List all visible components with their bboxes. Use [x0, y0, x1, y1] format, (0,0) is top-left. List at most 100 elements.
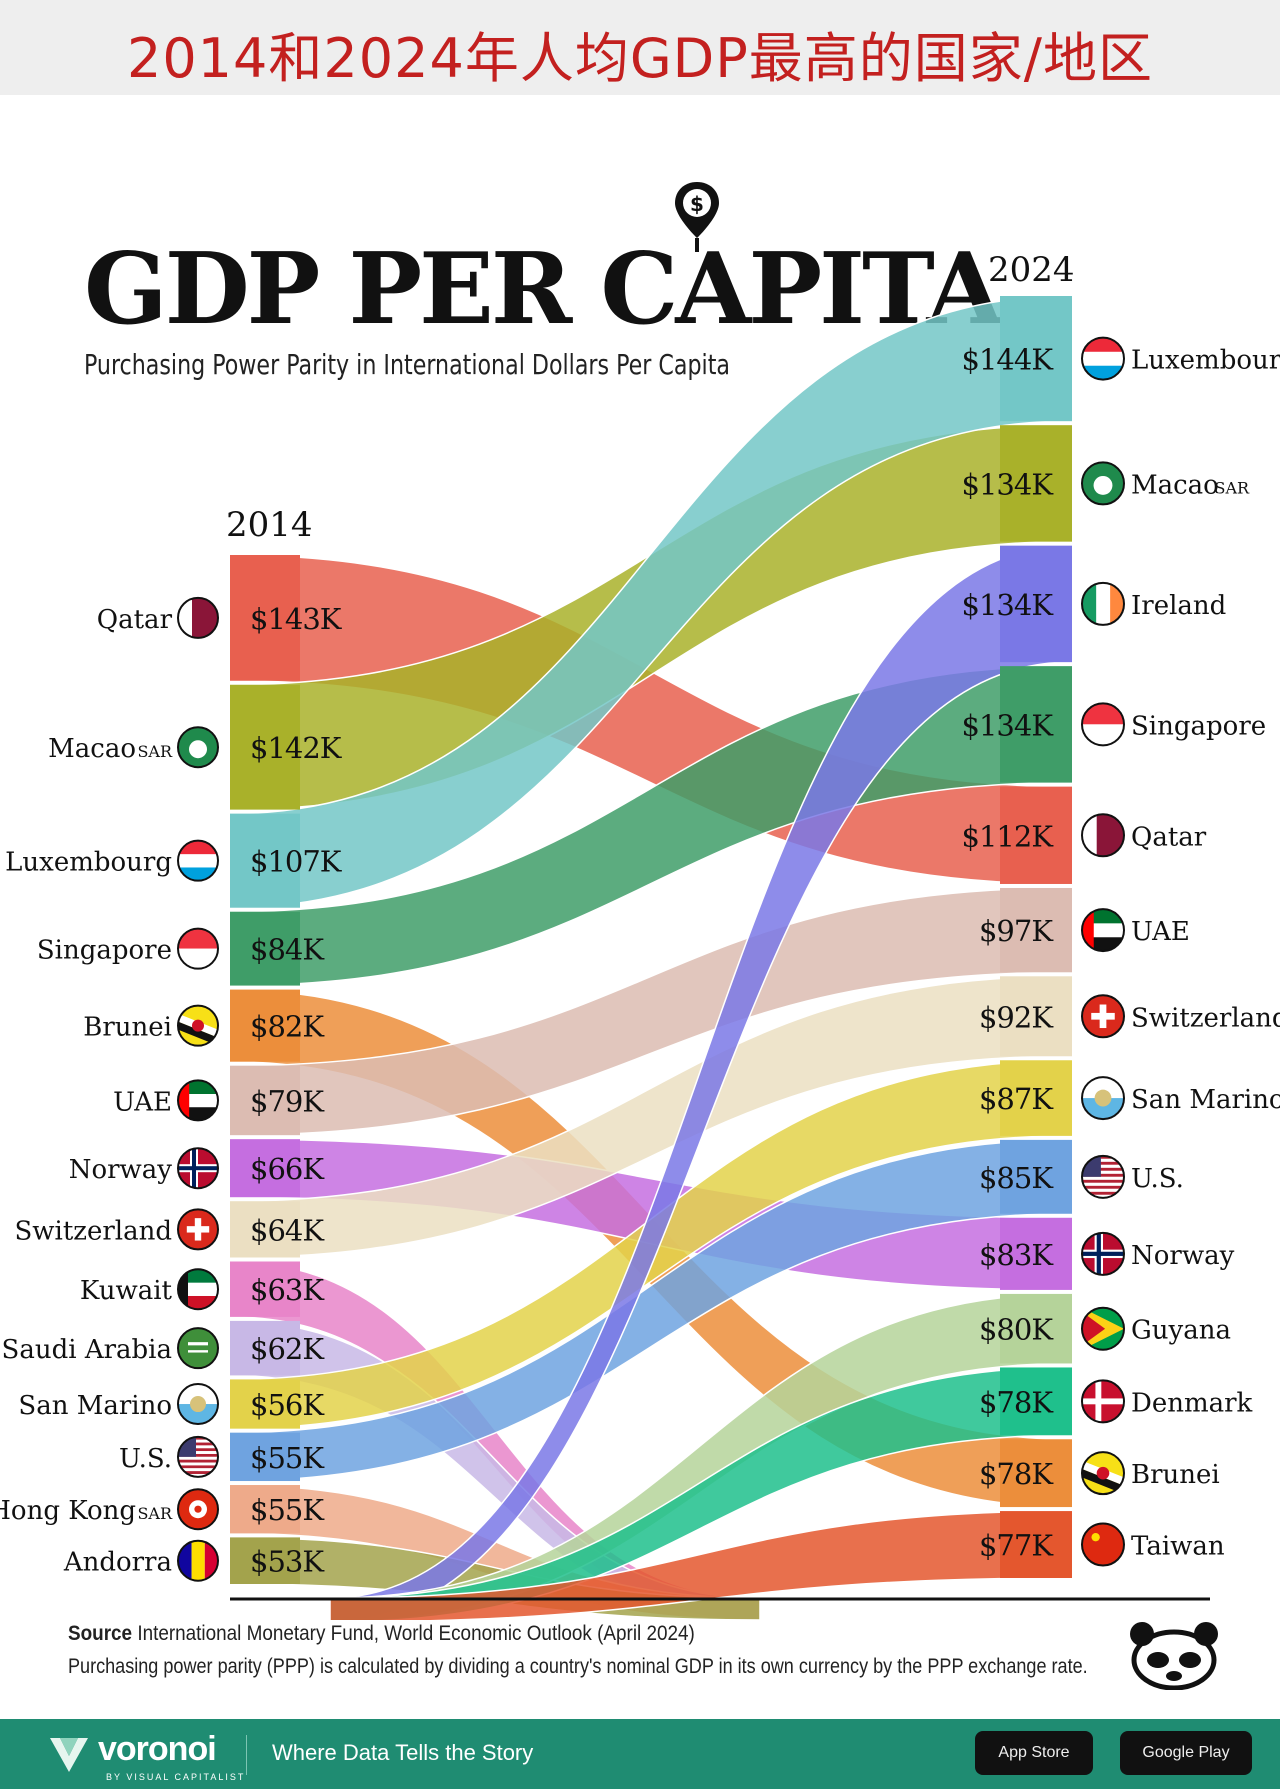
right-value-norway: $83K [979, 1238, 1054, 1272]
right-country-san-marino: San Marino [1131, 1085, 1280, 1115]
left-flag-uae-icon [177, 1079, 219, 1122]
right-country-guyana: Guyana [1131, 1316, 1231, 1346]
left-country-uae: UAE [113, 1087, 172, 1117]
left-country-andorra: Andorra [63, 1548, 172, 1578]
right-country-luxembourg: Luxembourg [1131, 346, 1280, 376]
left-value-macao: $142K [250, 731, 343, 765]
left-country-singapore: Singapore [37, 936, 172, 966]
app-store-button[interactable]: App Store [975, 1731, 1093, 1775]
right-value-guyana: $80K [979, 1313, 1054, 1347]
left-value-andorra: $53K [250, 1545, 325, 1579]
left-value-uae: $79K [250, 1084, 325, 1118]
left-value-brunei: $82K [250, 1010, 325, 1044]
right-block-taiwan [1000, 1511, 1072, 1578]
footer-source: Source International Monetary Fund, Worl… [68, 1622, 695, 1646]
right-value-macao: $134K [962, 467, 1055, 501]
right-block-singapore [1000, 666, 1072, 783]
left-value-san-marino: $56K [250, 1388, 325, 1422]
right-value-luxembourg: $144K [962, 343, 1055, 377]
left-block-andorra [230, 1537, 300, 1584]
google-play-button[interactable]: Google Play [1120, 1731, 1252, 1775]
right-value-singapore: $134K [962, 708, 1055, 742]
flow-uae [229, 887, 1071, 1136]
year-label-left: 2014 [226, 505, 313, 545]
brand-name: voronoi [98, 1730, 217, 1768]
left-value-luxembourg: $107K [250, 845, 343, 879]
left-block-luxembourg [230, 813, 300, 908]
year-label-right: 2024 [988, 250, 1075, 290]
left-flag-qatar-icon [177, 596, 219, 639]
left-country-hong-kong: Hong Kong [0, 1496, 136, 1526]
right-value-switzerland: $92K [979, 1000, 1054, 1034]
top-banner: 2014和2024年人均GDP最高的国家/地区 [0, 0, 1280, 95]
left-country-qatar: Qatar [97, 605, 173, 635]
right-country-qatar: Qatar [1131, 822, 1207, 852]
brand-sub: BY VISUAL CAPITALIST [106, 1772, 246, 1782]
left-value-switzerland: $64K [250, 1213, 325, 1247]
left-country-macao: Macao [48, 734, 136, 764]
chart-subtitle: Purchasing Power Parity in International… [84, 348, 730, 381]
right-flag-brunei-icon [1081, 1451, 1125, 1496]
chart-title: GDP PER CAPITA [84, 232, 1003, 347]
banner-title: 2014和2024年人均GDP最高的国家/地区 [126, 27, 1154, 90]
right-flag-luxembourg-icon [1081, 336, 1125, 381]
right-value-qatar: $112K [962, 819, 1055, 853]
left-block-san-marino [230, 1379, 300, 1429]
left-flag-macao-icon [177, 726, 219, 769]
left-bars [230, 555, 300, 1584]
right-country-uae: UAE [1131, 917, 1190, 947]
left-value-norway: $66K [250, 1152, 325, 1186]
left-value-hong-kong: $55K [250, 1493, 325, 1527]
left-country-switzerland: Switzerland [14, 1216, 172, 1246]
right-country-denmark: Denmark [1131, 1388, 1253, 1418]
right-country-u-s: U.S. [1131, 1164, 1184, 1194]
right-country-singapore: Singapore [1131, 711, 1266, 741]
left-block-singapore [230, 911, 300, 986]
right-flag-san-marino-icon [1081, 1076, 1125, 1121]
right-block-u-s [1000, 1139, 1072, 1214]
left-flag-switzerland-icon [177, 1208, 219, 1251]
right-value-taiwan: $77K [979, 1529, 1054, 1563]
left-block-kuwait [230, 1261, 300, 1317]
left-flag-luxembourg-icon [177, 839, 219, 882]
right-flag-ireland-icon [1081, 581, 1125, 626]
left-block-qatar [230, 555, 300, 681]
location-dollar-pin-icon: $ [675, 182, 719, 252]
source-label: Source [68, 1622, 133, 1645]
left-country-norway: Norway [69, 1155, 173, 1185]
right-country-brunei: Brunei [1131, 1460, 1220, 1490]
source-text: International Monetary Fund, World Econo… [137, 1622, 695, 1645]
right-block-denmark [1000, 1367, 1072, 1436]
left-flag-singapore-icon [177, 927, 219, 970]
right-block-uae [1000, 887, 1072, 973]
left-country-san-marino: San Marino [18, 1391, 172, 1421]
left-country-kuwait: Kuwait [80, 1276, 173, 1306]
left-value-kuwait: $63K [250, 1273, 325, 1307]
left-country-luxembourg: Luxembourg [5, 848, 172, 878]
right-flag-guyana-icon [1081, 1306, 1125, 1351]
right-block-luxembourg [1000, 296, 1072, 422]
right-value-denmark: $78K [979, 1385, 1054, 1419]
right-block-qatar [1000, 786, 1072, 884]
left-block-macao [230, 684, 300, 810]
right-flag-qatar-icon [1081, 813, 1125, 858]
left-value-singapore: $84K [250, 933, 325, 967]
right-flag-norway-icon [1081, 1231, 1125, 1276]
right-block-san-marino [1000, 1060, 1072, 1136]
left-block-u-s [230, 1432, 300, 1482]
left-value-u-s: $55K [250, 1441, 325, 1475]
left-flag-saudi-arabia-icon [177, 1327, 219, 1370]
left-flag-andorra-icon [177, 1539, 219, 1582]
right-value-san-marino: $87K [979, 1082, 1054, 1116]
right-block-guyana [1000, 1293, 1072, 1364]
right-block-ireland [1000, 545, 1072, 663]
left-value-saudi-arabia: $62K [250, 1332, 325, 1366]
left-flag-kuwait-icon [177, 1268, 219, 1311]
left-country-brunei: Brunei [83, 1013, 172, 1043]
left-value-qatar: $143K [250, 602, 343, 636]
right-flag-u-s-icon [1081, 1154, 1125, 1199]
right-block-norway [1000, 1217, 1072, 1290]
left-block-switzerland [230, 1201, 300, 1258]
footer-divider [246, 1735, 247, 1775]
